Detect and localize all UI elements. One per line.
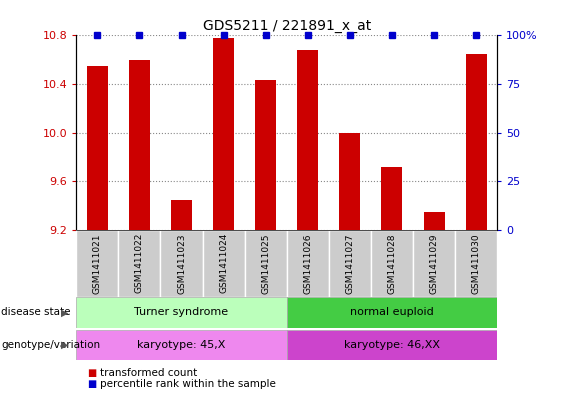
Text: GSM1411029: GSM1411029 bbox=[429, 233, 438, 294]
Text: GSM1411022: GSM1411022 bbox=[135, 233, 144, 294]
Bar bbox=[119, 230, 160, 297]
Text: ▶: ▶ bbox=[61, 340, 68, 350]
Bar bbox=[76, 298, 287, 327]
Text: transformed count: transformed count bbox=[100, 367, 197, 378]
Text: ■: ■ bbox=[88, 379, 97, 389]
Text: GSM1411024: GSM1411024 bbox=[219, 233, 228, 294]
Bar bbox=[171, 200, 192, 230]
Bar bbox=[297, 50, 318, 230]
Bar bbox=[340, 132, 360, 230]
Bar bbox=[76, 330, 287, 360]
Bar bbox=[329, 230, 371, 297]
Bar bbox=[255, 80, 276, 230]
Text: genotype/variation: genotype/variation bbox=[1, 340, 100, 350]
Bar bbox=[202, 230, 245, 297]
Bar bbox=[87, 66, 108, 230]
Bar bbox=[424, 212, 445, 230]
Text: GSM1411030: GSM1411030 bbox=[472, 233, 481, 294]
Text: GSM1411021: GSM1411021 bbox=[93, 233, 102, 294]
Text: ▶: ▶ bbox=[61, 307, 68, 318]
Bar bbox=[129, 60, 150, 230]
Text: GSM1411023: GSM1411023 bbox=[177, 233, 186, 294]
Text: percentile rank within the sample: percentile rank within the sample bbox=[100, 379, 276, 389]
Text: GSM1411028: GSM1411028 bbox=[388, 233, 397, 294]
Text: karyotype: 45,X: karyotype: 45,X bbox=[137, 340, 225, 350]
Bar bbox=[287, 298, 497, 327]
Bar bbox=[413, 230, 455, 297]
Bar bbox=[160, 230, 202, 297]
Text: normal euploid: normal euploid bbox=[350, 307, 434, 318]
Text: Turner syndrome: Turner syndrome bbox=[134, 307, 229, 318]
Text: karyotype: 46,XX: karyotype: 46,XX bbox=[344, 340, 440, 350]
Title: GDS5211 / 221891_x_at: GDS5211 / 221891_x_at bbox=[203, 19, 371, 33]
Bar bbox=[381, 167, 402, 230]
Bar bbox=[213, 38, 234, 230]
Bar bbox=[371, 230, 413, 297]
Bar bbox=[245, 230, 287, 297]
Bar bbox=[287, 230, 329, 297]
Bar bbox=[76, 230, 119, 297]
Bar bbox=[455, 230, 497, 297]
Bar bbox=[287, 330, 497, 360]
Text: GSM1411026: GSM1411026 bbox=[303, 233, 312, 294]
Text: disease state: disease state bbox=[1, 307, 71, 318]
Text: ■: ■ bbox=[88, 367, 97, 378]
Text: GSM1411027: GSM1411027 bbox=[345, 233, 354, 294]
Text: GSM1411025: GSM1411025 bbox=[261, 233, 270, 294]
Bar bbox=[466, 53, 486, 230]
